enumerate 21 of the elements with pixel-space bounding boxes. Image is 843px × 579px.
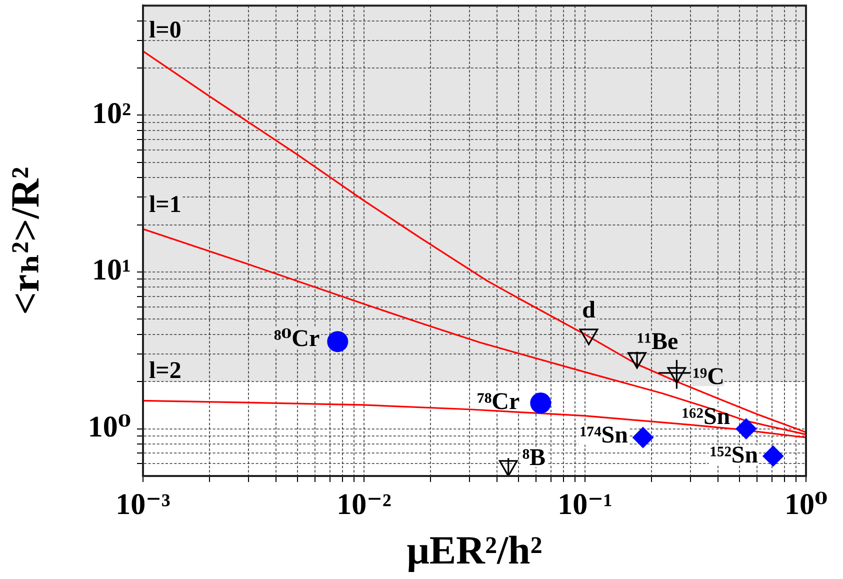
y-axis-title: <rₕ²>/R² bbox=[2, 166, 48, 315]
x-tick-label: 10⁰ bbox=[784, 488, 828, 521]
x-tick-label: 10⁻¹ bbox=[558, 488, 612, 521]
x-tick-label: 10⁻³ bbox=[116, 488, 170, 521]
annotation: ⁷⁸Cr bbox=[477, 389, 520, 416]
annotation: ¹⁹C bbox=[692, 364, 724, 390]
annotation: ¹⁵²Sn bbox=[710, 442, 758, 468]
annotation: d bbox=[582, 298, 596, 324]
annotation: ⁸⁰Cr bbox=[274, 326, 320, 352]
series-label: l=2 bbox=[149, 358, 182, 384]
x-axis-title: μER²/h² bbox=[406, 527, 542, 572]
annotation: ⁸B bbox=[522, 445, 546, 472]
y-tick-label: 10² bbox=[92, 96, 131, 130]
annotation: ¹¹Be bbox=[637, 329, 678, 356]
y-tick-label: 10¹ bbox=[92, 254, 131, 287]
annotation: ¹⁶²Sn bbox=[682, 404, 730, 430]
series-label: l=0 bbox=[149, 17, 182, 44]
x-tick-label: 10⁻² bbox=[336, 488, 392, 521]
annotation: ¹⁷⁴Sn bbox=[580, 422, 628, 449]
y-tick-label: 10⁰ bbox=[88, 410, 131, 444]
series-label: l=1 bbox=[149, 192, 182, 218]
